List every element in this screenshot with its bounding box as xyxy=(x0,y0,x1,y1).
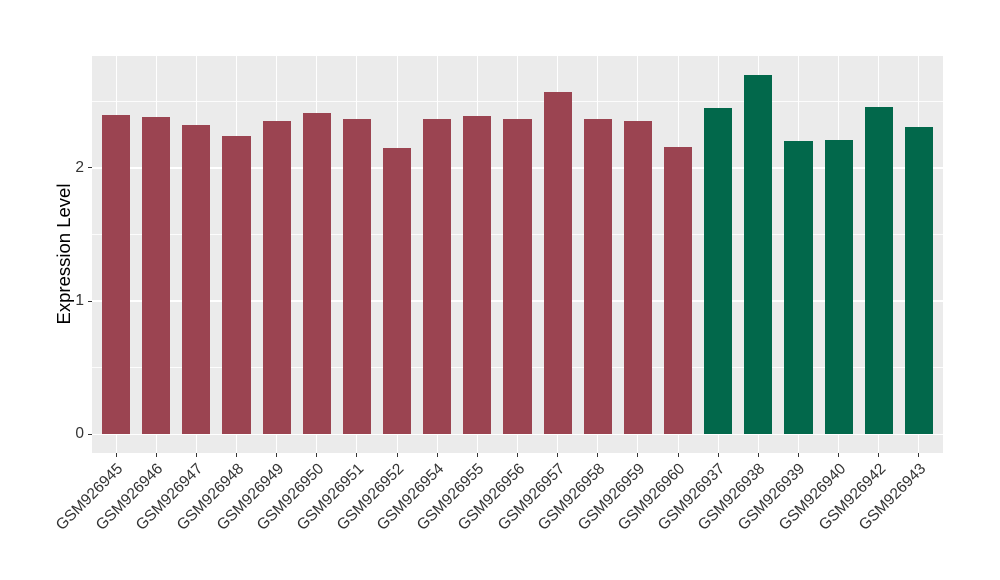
bar xyxy=(423,118,452,435)
bar xyxy=(222,135,251,435)
x-tick-mark xyxy=(436,453,438,457)
bar xyxy=(864,106,893,435)
x-tick-mark xyxy=(155,453,157,457)
bar xyxy=(784,141,813,435)
x-tick-mark xyxy=(597,453,599,457)
x-tick-mark xyxy=(918,453,920,457)
x-tick-mark xyxy=(717,453,719,457)
bar xyxy=(102,114,131,435)
x-tick-mark xyxy=(757,453,759,457)
x-tick-mark xyxy=(396,453,398,457)
bar xyxy=(383,147,412,435)
bar xyxy=(664,146,693,435)
x-tick-mark xyxy=(517,453,518,457)
bar xyxy=(142,117,171,435)
x-tick-mark xyxy=(115,453,117,457)
bar xyxy=(583,118,612,435)
y-tick-label: 0 xyxy=(75,425,84,443)
x-tick-mark xyxy=(677,453,679,457)
bar xyxy=(543,91,572,435)
bar xyxy=(302,113,331,435)
bar xyxy=(744,74,773,435)
bar xyxy=(262,121,291,435)
x-tick-mark xyxy=(276,453,278,457)
x-tick-mark xyxy=(476,453,478,457)
x-tick-mark xyxy=(195,453,197,457)
y-tick-label: 1 xyxy=(75,292,84,310)
x-tick-mark xyxy=(316,453,318,457)
bar xyxy=(503,118,532,435)
bar xyxy=(704,107,733,435)
bar xyxy=(463,115,492,435)
x-tick-mark xyxy=(797,453,799,457)
bar xyxy=(904,126,933,435)
y-tick-label: 2 xyxy=(75,158,84,176)
x-tick-mark xyxy=(637,453,639,457)
x-tick-mark xyxy=(356,453,358,457)
x-tick-mark xyxy=(557,453,559,457)
bar xyxy=(342,118,371,435)
x-tick-mark xyxy=(838,453,840,457)
bar xyxy=(824,139,853,435)
plot-panel xyxy=(92,56,943,453)
bar xyxy=(182,125,211,435)
bar xyxy=(623,121,652,435)
y-tick-mark xyxy=(88,300,92,302)
x-tick-mark xyxy=(878,453,880,457)
y-tick-mark xyxy=(88,167,92,169)
x-tick-mark xyxy=(236,453,237,457)
y-tick-mark xyxy=(88,433,92,435)
